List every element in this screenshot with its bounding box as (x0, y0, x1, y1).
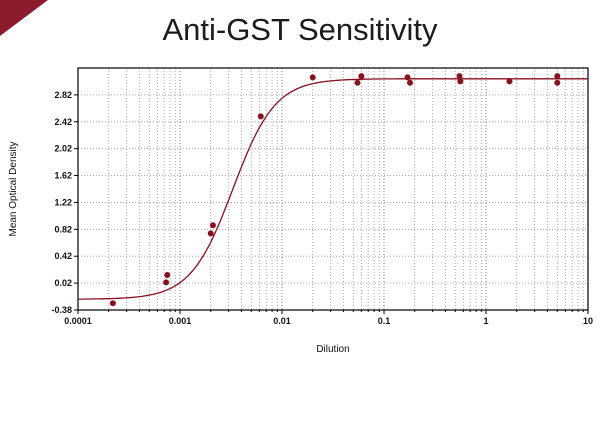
y-tick-label: 0.42 (54, 251, 72, 261)
data-point (506, 78, 513, 85)
data-point (554, 79, 561, 86)
data-point (457, 78, 464, 85)
data-point (456, 73, 463, 80)
data-point (407, 79, 413, 86)
data-point (109, 300, 116, 307)
data-point (554, 73, 561, 80)
y-tick-label: 0.82 (54, 224, 72, 234)
x-tick-label: 0.01 (273, 316, 291, 326)
plot-generated-layer: -0.38 0.02 0.42 0.82 1.22 1.62 2.02 2.42 2.82 0.0… (51, 67, 593, 326)
data-point (163, 279, 170, 286)
plot-frame (77, 67, 589, 311)
data-point (257, 113, 264, 120)
y-tick-label: 1.22 (54, 197, 72, 207)
sensitivity-chart: -0.38 0.02 0.42 0.82 1.22 1.62 2.02 2.42 2.82 0.0… (8, 67, 593, 355)
x-tick-label: 0.0001 (64, 316, 92, 326)
x-axis-label: Dilution (316, 344, 349, 355)
data-point (354, 79, 361, 86)
data-point (309, 74, 316, 81)
data-point (207, 230, 214, 237)
y-axis-label: Mean Optical Density (8, 141, 19, 236)
y-tick-label: 2.42 (54, 117, 72, 127)
chart-title: Anti-GST Sensitivity (162, 12, 438, 47)
x-tick-label: 0.1 (378, 316, 391, 326)
data-point (209, 222, 216, 229)
x-tick-label: 1 (483, 316, 488, 326)
data-point (164, 272, 171, 278)
corner-accent-triangle (0, 0, 48, 36)
y-tick-label: 2.82 (54, 90, 72, 100)
data-point (404, 74, 411, 81)
y-tick-label: -0.38 (51, 305, 72, 315)
y-tick-label: 2.02 (54, 144, 72, 154)
y-tick-label: 1.62 (54, 171, 72, 181)
page-root: Anti-GST Sensitivity -0.38 0.02 0.42 0.82 1.… (0, 0, 593, 355)
fit-curve (78, 78, 588, 300)
data-point (358, 73, 365, 80)
y-tick-label: 0.02 (54, 278, 72, 288)
x-tick-label: 10 (583, 316, 593, 326)
x-tick-label: 0.001 (169, 316, 192, 326)
